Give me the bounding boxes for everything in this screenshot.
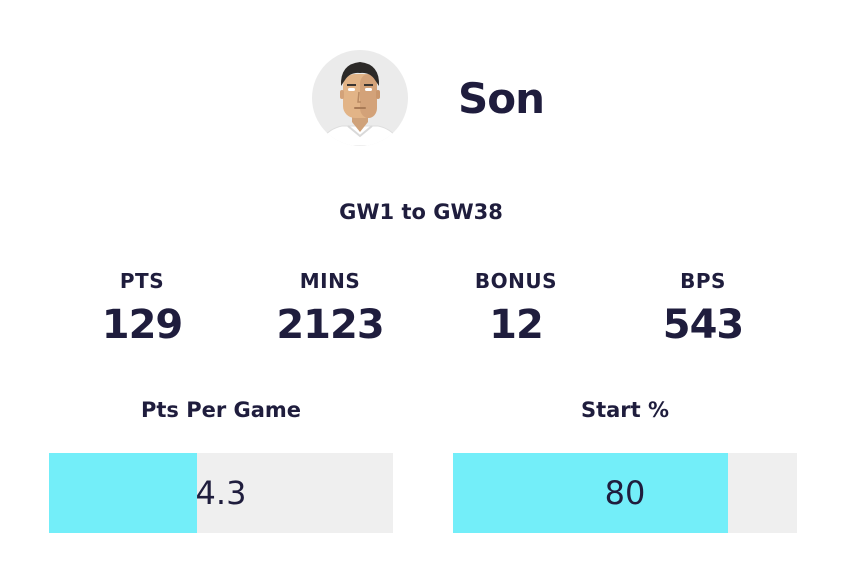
- pts-per-game-bar-fill: [49, 453, 197, 533]
- pts-per-game-title: Pts Per Game: [140, 398, 302, 422]
- start-percent-bar: 80: [453, 453, 797, 533]
- player-avatar-icon: [312, 50, 408, 146]
- start-percent-bar-fill: [453, 453, 729, 533]
- stat-label: BPS: [680, 269, 726, 293]
- stat-bonus: BONUS 12: [431, 268, 601, 348]
- stat-label: BONUS: [474, 269, 558, 293]
- stat-value: 543: [662, 302, 745, 348]
- stat-pts: PTS 129: [57, 268, 227, 348]
- player-avatar: [312, 50, 408, 146]
- player-name: Son: [458, 74, 545, 123]
- stat-value: 129: [101, 302, 184, 348]
- stat-mins: MINS 2123: [245, 268, 415, 348]
- start-percent-value: 80: [604, 474, 646, 512]
- gameweek-range: GW1 to GW38: [339, 200, 503, 224]
- stat-bps: BPS 543: [618, 268, 788, 348]
- stat-value: 2123: [276, 302, 384, 348]
- pts-per-game-value: 4.3: [195, 474, 247, 512]
- start-percent-title: Start %: [580, 398, 670, 422]
- pts-per-game-bar: 4.3: [49, 453, 393, 533]
- stat-label: MINS: [299, 269, 361, 293]
- stat-label: PTS: [119, 269, 165, 293]
- stat-value: 12: [489, 302, 544, 348]
